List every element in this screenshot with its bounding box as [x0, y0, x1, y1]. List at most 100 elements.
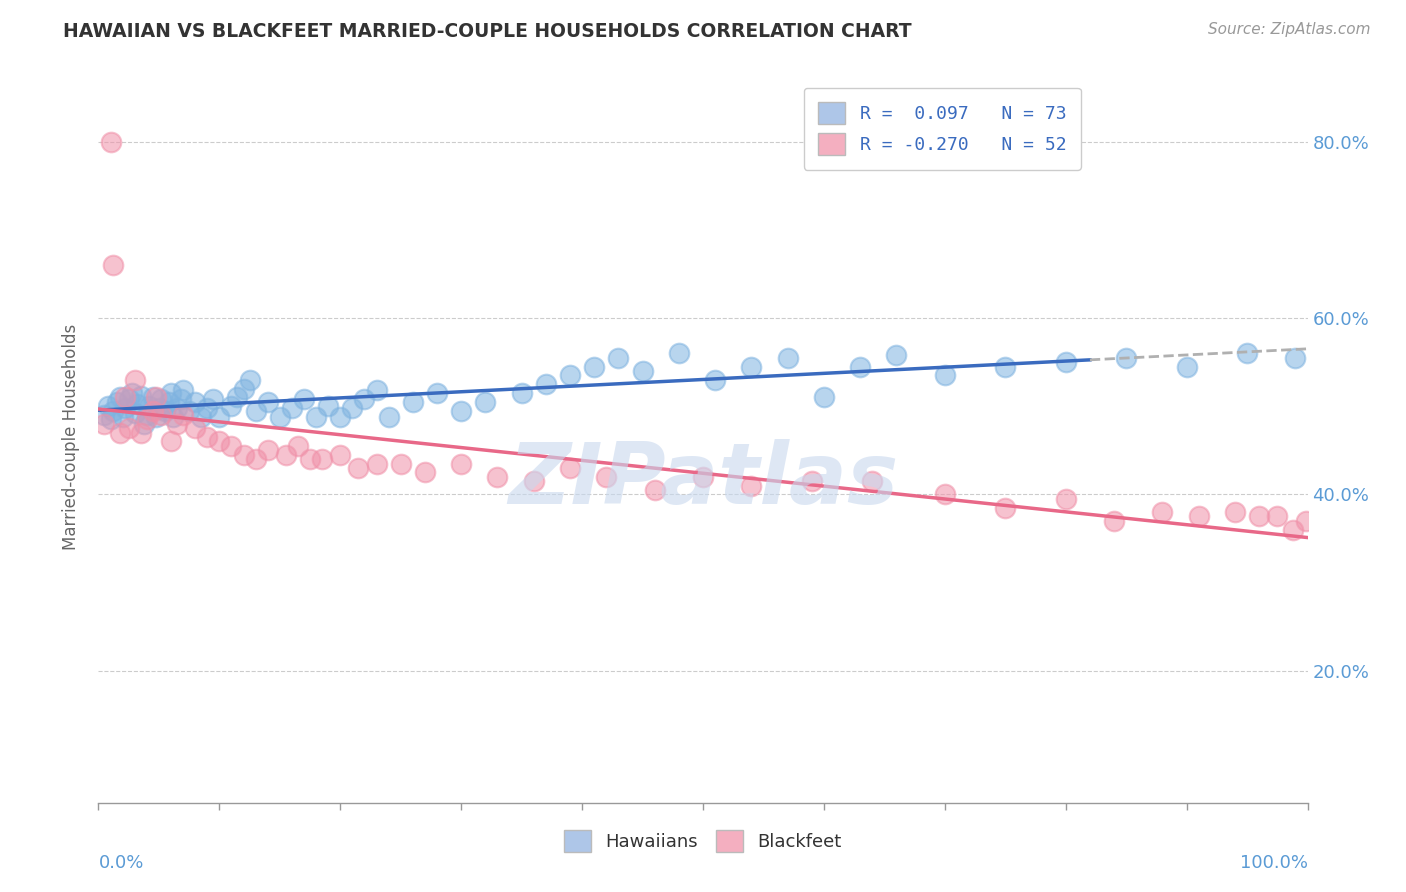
Point — [1284, 351, 1306, 365]
Point — [1223, 505, 1246, 519]
Point — [668, 346, 690, 360]
Point — [292, 392, 315, 407]
Point — [1249, 509, 1271, 524]
Point — [195, 430, 218, 444]
Point — [134, 417, 156, 431]
Point — [111, 409, 134, 424]
Point — [800, 474, 823, 488]
Point — [402, 394, 425, 409]
Point — [150, 408, 173, 422]
Point — [316, 399, 339, 413]
Point — [195, 401, 218, 415]
Point — [287, 439, 309, 453]
Text: Source: ZipAtlas.com: Source: ZipAtlas.com — [1208, 22, 1371, 37]
Point — [934, 368, 956, 383]
Point — [208, 434, 231, 449]
Point — [558, 368, 581, 383]
Point — [221, 399, 243, 413]
Point — [160, 386, 183, 401]
Point — [342, 401, 364, 415]
Point — [202, 392, 225, 407]
Point — [142, 403, 165, 417]
Point — [450, 403, 472, 417]
Point — [226, 391, 249, 405]
Point — [108, 391, 131, 405]
Point — [329, 409, 352, 424]
Point — [127, 397, 149, 411]
Point — [1267, 509, 1289, 524]
Point — [208, 409, 231, 424]
Point — [534, 377, 557, 392]
Point — [169, 392, 191, 407]
Point — [1054, 355, 1077, 369]
Point — [740, 359, 762, 374]
Point — [631, 364, 654, 378]
Point — [389, 457, 412, 471]
Point — [172, 408, 194, 422]
Point — [305, 409, 328, 424]
Point — [100, 412, 122, 426]
Point — [1102, 514, 1125, 528]
Point — [148, 401, 170, 415]
Point — [138, 399, 160, 413]
Point — [595, 469, 617, 483]
Point — [1115, 351, 1137, 365]
Point — [299, 452, 322, 467]
Point — [523, 474, 546, 488]
Point — [1152, 505, 1174, 519]
Point — [413, 466, 436, 480]
Point — [311, 452, 333, 467]
Point — [1175, 359, 1198, 374]
Point — [135, 412, 157, 426]
Point — [644, 483, 666, 497]
Point — [269, 409, 291, 424]
Point — [124, 406, 146, 420]
Text: HAWAIIAN VS BLACKFEET MARRIED-COUPLE HOUSEHOLDS CORRELATION CHART: HAWAIIAN VS BLACKFEET MARRIED-COUPLE HOU… — [63, 22, 912, 41]
Point — [353, 392, 375, 407]
Point — [510, 386, 533, 401]
Point — [245, 452, 267, 467]
Point — [377, 409, 399, 424]
Point — [166, 401, 188, 415]
Point — [101, 403, 124, 417]
Point — [994, 359, 1017, 374]
Point — [114, 391, 136, 405]
Point — [994, 500, 1017, 515]
Point — [366, 457, 388, 471]
Point — [256, 394, 278, 409]
Point — [179, 403, 201, 417]
Point — [184, 394, 207, 409]
Point — [256, 443, 278, 458]
Point — [221, 439, 243, 453]
Point — [162, 409, 184, 424]
Point — [329, 448, 352, 462]
Point — [450, 457, 472, 471]
Point — [157, 394, 180, 409]
Point — [118, 421, 141, 435]
Point — [105, 394, 128, 409]
Point — [776, 351, 799, 365]
Point — [129, 389, 152, 403]
Point — [934, 487, 956, 501]
Point — [583, 359, 606, 374]
Point — [886, 348, 908, 362]
Point — [108, 425, 131, 440]
Point — [740, 478, 762, 492]
Point — [172, 384, 194, 398]
Point — [129, 425, 152, 440]
Point — [145, 409, 167, 424]
Point — [114, 401, 136, 415]
Point — [486, 469, 509, 483]
Point — [145, 391, 167, 405]
Point — [97, 399, 120, 413]
Point — [232, 448, 254, 462]
Point — [150, 392, 173, 407]
Point — [160, 434, 183, 449]
Point — [860, 474, 883, 488]
Legend: Hawaiians, Blackfeet: Hawaiians, Blackfeet — [550, 816, 856, 867]
Point — [245, 403, 267, 417]
Point — [101, 258, 124, 272]
Point — [607, 351, 630, 365]
Point — [153, 403, 176, 417]
Point — [232, 382, 254, 396]
